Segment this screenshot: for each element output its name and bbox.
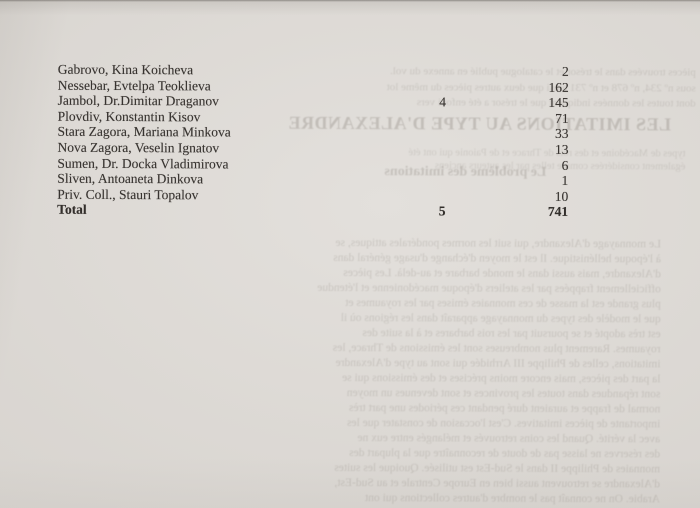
show-through-line: avec la vérité. Quand les coins retrouvé… xyxy=(357,432,661,446)
show-through-line: Le monnayage d'Alexandre, qui suit les n… xyxy=(335,236,662,251)
show-through-line: royaumes. Rarement plus nombreuses sont … xyxy=(332,341,661,356)
right-count: 162 xyxy=(548,79,569,95)
middle-count xyxy=(388,63,498,79)
show-through-line: la part des pièces, mais encore moins pr… xyxy=(342,371,661,386)
show-through-line: d'Alexandre, mais aussi dans le monde ba… xyxy=(343,266,661,281)
right-count: 6 xyxy=(561,157,569,173)
show-through-line: officiellement frappées par les ateliers… xyxy=(317,281,661,296)
total-right-count: 741 xyxy=(547,204,569,220)
right-count: 2 xyxy=(562,63,569,79)
right-count: 13 xyxy=(554,141,569,157)
scan-top-edge xyxy=(0,0,700,2)
middle-count: 4 xyxy=(439,94,447,110)
show-through-line: sont répandues dans toutes les provinces… xyxy=(346,386,661,401)
right-count: 71 xyxy=(555,110,569,126)
collection-name: Sliven, Antoaneta Dinkova xyxy=(57,170,204,187)
show-through-line: est très adopté et se poursuit par les r… xyxy=(362,327,661,341)
middle-count xyxy=(387,126,497,142)
show-through-line: que le modèle des types du monnayage app… xyxy=(340,311,661,326)
show-through-line: importante de pièces imitatives. C'est l… xyxy=(346,416,661,431)
middle-count xyxy=(387,157,497,173)
show-through-paragraph: Le monnayage d'Alexandre, qui suit les n… xyxy=(63,235,661,508)
middle-count xyxy=(387,141,497,157)
show-through-line: à l'époque hellénistique. Il est le moye… xyxy=(333,251,662,266)
collections-table: Gabrovo, Kina Koicheva 2 Nessebar, Evtel… xyxy=(57,62,569,220)
collection-name: Stara Zagora, Mariana Minkova xyxy=(57,124,231,140)
total-middle-count: 5 xyxy=(438,203,446,219)
table-total-row: Total 5 741 xyxy=(57,202,568,220)
collection-name: Plovdiv, Konstantin Kisov xyxy=(57,108,201,125)
right-count: 1 xyxy=(561,173,569,189)
total-label: Total xyxy=(57,202,87,218)
right-count: 145 xyxy=(548,95,569,111)
middle-count xyxy=(387,188,497,204)
right-count: 33 xyxy=(554,126,569,142)
show-through-line: d'Alexandre se retrouvent aussi bien en … xyxy=(334,476,661,491)
collection-name: Nova Zagora, Veselin Ignatov xyxy=(57,139,220,156)
collection-name: Nessebar, Evtelpa Teoklieva xyxy=(57,77,211,93)
middle-count xyxy=(387,172,497,188)
show-through-line: des réserves ne laisse pas de doute de r… xyxy=(349,446,661,461)
middle-count xyxy=(388,110,498,126)
show-through-line: monnaies de Philippe II dans le Sud-Est … xyxy=(334,461,661,476)
right-count: 10 xyxy=(554,188,569,204)
show-through-line: imitations, celles de Philippe III Arrhi… xyxy=(335,356,661,371)
collection-name: Priv. Coll., Stauri Topalov xyxy=(57,186,199,203)
middle-count xyxy=(388,79,498,95)
show-through-line: Arabie. On ne connaît pas le nombre d'au… xyxy=(364,492,660,506)
collection-name: Gabrovo, Kina Koicheva xyxy=(57,61,194,78)
show-through-line: normal de frappe et auraient duré pendan… xyxy=(348,401,661,416)
collection-name: Sumen, Dr. Docka Vladimirova xyxy=(57,155,229,172)
table-body: Gabrovo, Kina Koicheva 2 Nessebar, Evtel… xyxy=(57,62,569,205)
collection-name: Jambol, Dr.Dimitar Draganov xyxy=(57,92,219,109)
show-through-line: plus grande est la masse de ces monnaies… xyxy=(345,296,661,311)
